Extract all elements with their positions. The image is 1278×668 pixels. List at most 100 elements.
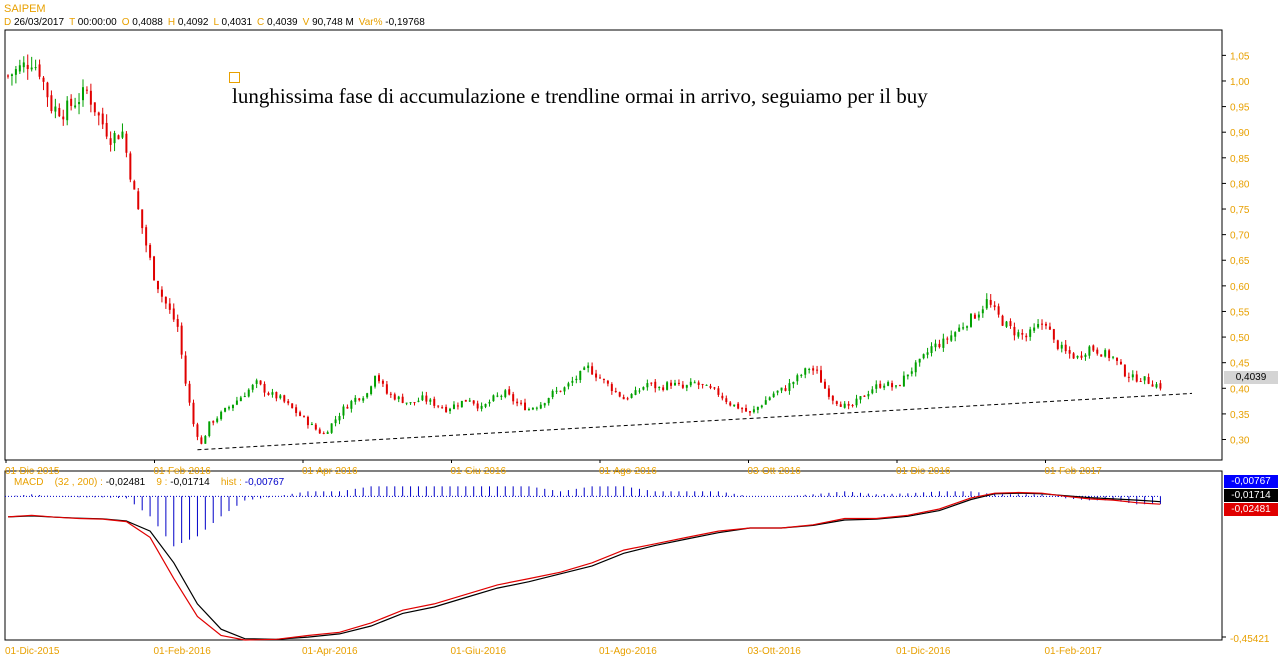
candle-body — [547, 398, 550, 404]
candle-body — [796, 375, 799, 382]
candle-body — [105, 122, 108, 137]
macd-signal-label: 9 : — [156, 477, 168, 488]
candle-body — [208, 421, 211, 437]
candle-body — [366, 393, 369, 398]
candle-body — [484, 404, 487, 407]
candle-body — [322, 433, 325, 435]
candle-body — [863, 395, 866, 397]
annotation-marker[interactable] — [229, 72, 240, 83]
candle-body — [1052, 329, 1055, 340]
candle-body — [500, 395, 503, 397]
candle-body — [855, 398, 858, 406]
candle-body — [413, 402, 416, 404]
candle-body — [374, 375, 377, 387]
candle-body — [527, 408, 530, 411]
candle-body — [587, 365, 590, 369]
candle-body — [567, 383, 570, 387]
candle-body — [812, 368, 815, 371]
candle-body — [1131, 374, 1134, 378]
candle-body — [752, 409, 755, 413]
candle-body — [220, 411, 223, 420]
candle-body — [989, 299, 992, 305]
candle-body — [433, 398, 436, 406]
candle-body — [456, 405, 459, 407]
candle-body — [599, 377, 601, 379]
y-tick-label: 1,00 — [1230, 77, 1250, 88]
candle-body — [421, 395, 424, 401]
candle-body — [184, 355, 187, 384]
candle-body — [930, 346, 933, 354]
candle-body — [437, 405, 440, 407]
candle-body — [867, 394, 870, 397]
support-trendline — [197, 392, 1193, 451]
candle-body — [1100, 354, 1103, 357]
candle-body — [1080, 355, 1083, 358]
candle-body — [602, 379, 605, 381]
candle-body — [784, 388, 787, 391]
candle-body — [370, 386, 373, 395]
candle-body — [1029, 329, 1032, 337]
candle-body — [954, 332, 957, 337]
candle-body — [950, 335, 953, 341]
candle-body — [1159, 383, 1162, 389]
candle-body — [267, 392, 270, 395]
x-tick-label: 01-Feb-2016 — [154, 646, 212, 657]
candle-body — [472, 400, 475, 404]
ohlc-value: -0,19768 — [385, 17, 425, 28]
candle-body — [800, 374, 803, 376]
x-tick-label: 01-Giu-2016 — [451, 646, 507, 657]
candle-body — [445, 406, 448, 412]
y-tick-label: 0,80 — [1230, 179, 1250, 190]
macd-pane-frame — [4, 470, 1223, 641]
y-tick-label: 0,90 — [1230, 128, 1250, 139]
candle-body — [1135, 374, 1138, 382]
candle-body — [804, 368, 807, 375]
candle-body — [476, 403, 479, 409]
candle-body — [512, 394, 515, 402]
candle-body — [827, 388, 830, 397]
candle-body — [717, 388, 720, 395]
candle-body — [93, 102, 96, 113]
y-tick-label: 0,70 — [1230, 231, 1250, 242]
macd-hist-label: hist : — [220, 477, 242, 488]
x-tick-label: 01-Dic-2015 — [5, 646, 60, 657]
candle-body — [389, 393, 392, 395]
candle-body — [977, 314, 980, 318]
candle-body — [247, 389, 250, 397]
candle-body — [385, 384, 388, 394]
macd-signal-tag: -0,01714 — [1224, 489, 1278, 502]
candle-body — [583, 367, 586, 370]
candle-body — [145, 227, 148, 246]
x-tick-label: 01-Ago-2016 — [599, 466, 657, 477]
candle-body — [823, 381, 826, 389]
candle-body — [224, 407, 227, 412]
ohlc-key: L — [213, 17, 222, 28]
candle-body — [614, 390, 617, 392]
candle-body — [666, 382, 669, 390]
candle-body — [962, 327, 965, 329]
y-tick-label: 0,50 — [1230, 333, 1250, 344]
candle-body — [871, 389, 874, 394]
candle-body — [1072, 353, 1075, 359]
candle-body — [133, 181, 136, 190]
candle-body — [263, 383, 266, 393]
x-tick-label: 01-Apr-2016 — [302, 646, 358, 657]
candle-body — [626, 398, 629, 400]
macd-value: -0,02481 — [105, 477, 146, 488]
candle-body — [531, 407, 534, 410]
candle-body — [14, 69, 17, 75]
candle-body — [10, 74, 13, 76]
candle-body — [776, 390, 779, 393]
candle-body — [622, 397, 625, 400]
candle-body — [1056, 340, 1059, 349]
y-tick-label: 0,45 — [1230, 359, 1250, 370]
macd-header: MACD (32 , 200) : -0,02481 9 : -0,01714 … — [14, 477, 284, 488]
candle-body — [397, 396, 400, 400]
chart-annotation[interactable]: lunghissima fase di accumulazione e tren… — [232, 84, 928, 108]
candle-body — [816, 369, 819, 371]
candle-body — [808, 369, 811, 371]
x-tick-label: 01-Dic-2016 — [896, 466, 951, 477]
candle-body — [492, 395, 495, 402]
candle-body — [729, 402, 732, 406]
ohlc-value: 00:00:00 — [77, 17, 117, 28]
